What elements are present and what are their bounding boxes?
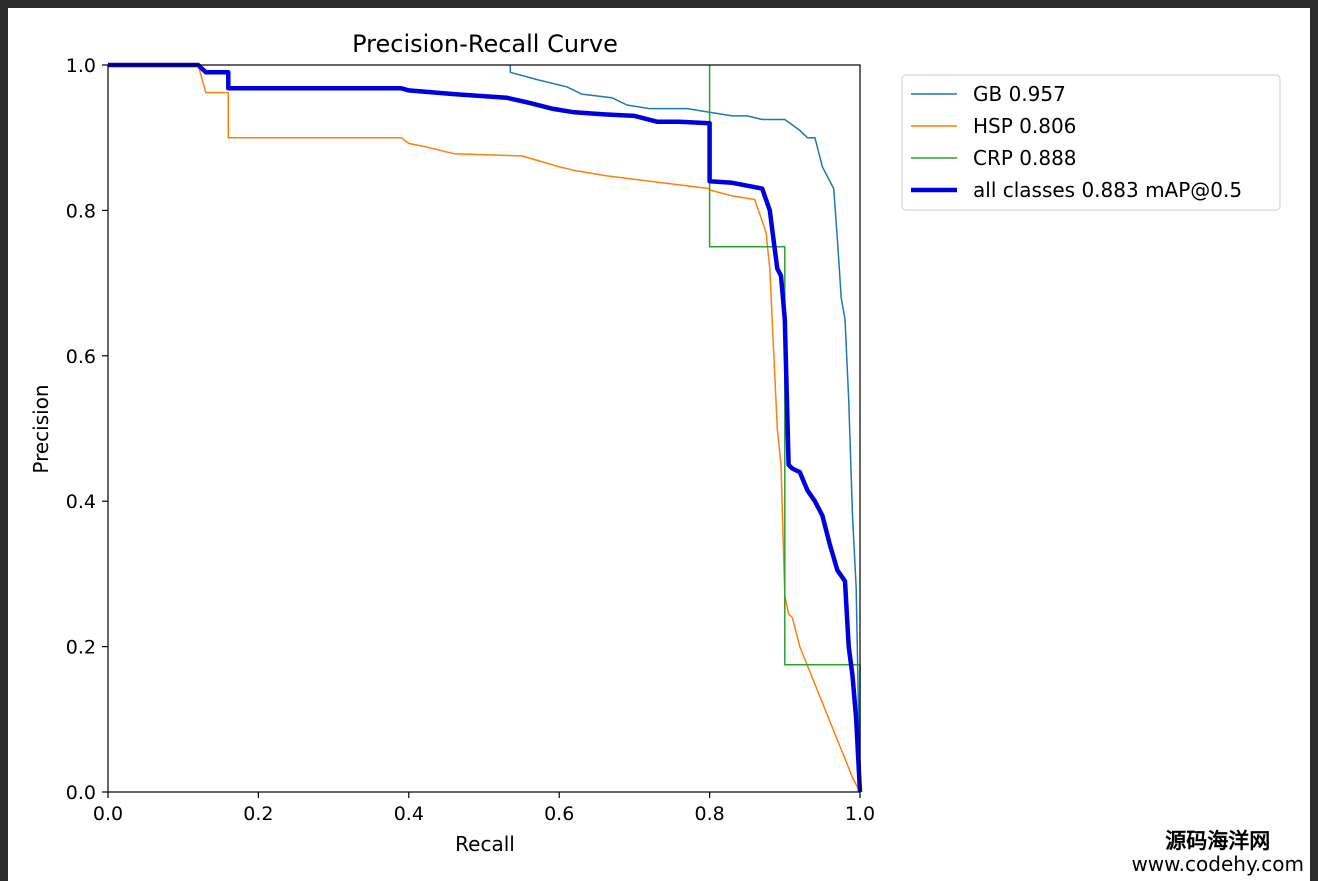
pr-curve-chart: Precision-Recall Curve 0.0 0.2 0.4 0.6 0.8 1.…	[29, 30, 1281, 856]
y-tick-label: 0.6	[66, 346, 96, 368]
legend-label-0: GB 0.957	[973, 82, 1066, 106]
y-tick-label: 0.4	[66, 491, 96, 513]
y-tick-label: 1.0	[66, 55, 96, 77]
legend: GB 0.957 HSP 0.806 CRP 0.888 all classes 0.…	[901, 74, 1281, 211]
x-tick-label: 1.0	[845, 803, 875, 825]
watermark-site-name: 源码海洋网	[1165, 828, 1271, 853]
series-line-3	[108, 62, 863, 793]
x-axis-label: Recall	[455, 832, 515, 856]
plot-lines	[108, 62, 863, 793]
y-tick-label: 0.0	[66, 782, 96, 804]
y-tick-label: 0.2	[66, 637, 96, 659]
series-line-2	[708, 65, 861, 792]
watermark: 源码海洋网 www.codehy.com	[1131, 828, 1304, 876]
legend-label-3: all classes 0.883 mAP@0.5	[973, 178, 1242, 202]
figure-canvas: Precision-Recall Curve 0.0 0.2 0.4 0.6 0.8 1.…	[8, 8, 1310, 881]
plot-area-frame	[107, 64, 861, 793]
x-tick-label: 0.0	[93, 803, 123, 825]
x-tick-label: 0.4	[394, 803, 424, 825]
series-line-1	[108, 64, 861, 793]
legend-box	[901, 74, 1281, 211]
legend-label-1: HSP 0.806	[973, 114, 1076, 138]
chart-title: Precision-Recall Curve	[352, 30, 618, 58]
watermark-url: www.codehy.com	[1131, 852, 1304, 876]
x-tick-label: 0.6	[544, 803, 574, 825]
legend-label-2: CRP 0.888	[973, 146, 1077, 170]
x-axis-ticks: 0.0 0.2 0.4 0.6 0.8 1.0	[93, 792, 875, 825]
y-axis-label: Precision	[29, 384, 53, 473]
y-tick-label: 0.8	[66, 200, 96, 222]
y-axis-ticks: 0.0 0.2 0.4 0.6 0.8 1.0	[66, 55, 108, 804]
x-tick-label: 0.8	[694, 803, 724, 825]
x-tick-label: 0.2	[243, 803, 273, 825]
series-line-0	[509, 65, 861, 793]
